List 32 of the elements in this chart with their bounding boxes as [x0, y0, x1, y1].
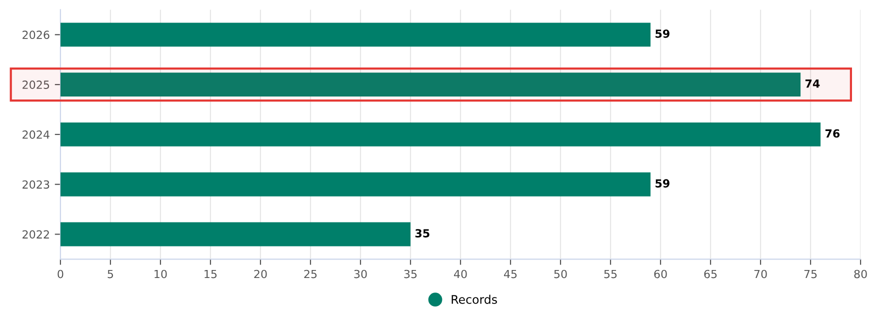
- x-tick-label: 0: [58, 270, 64, 278]
- x-tick-label: 35: [404, 270, 417, 278]
- x-tick-label: 55: [604, 270, 617, 278]
- x-tick-label: 75: [804, 270, 817, 278]
- x-tick-label: 40: [454, 270, 467, 278]
- bar: [60, 22, 651, 47]
- y-tick-label: 2024: [22, 130, 50, 139]
- data-label: 76: [825, 129, 840, 138]
- x-tick-label: 5: [108, 270, 114, 278]
- x-tick-label: 25: [304, 270, 317, 278]
- data-label: 59: [656, 179, 670, 188]
- x-tick-label: 65: [704, 270, 717, 278]
- x-tick-label: 60: [654, 270, 667, 278]
- data-label: 35: [415, 229, 430, 238]
- x-tick-label: 10: [154, 270, 167, 278]
- y-tick-label: 2022: [22, 230, 49, 239]
- x-tick-label: 15: [204, 270, 217, 278]
- x-tick-label: 20: [254, 270, 267, 278]
- x-tick-label: 50: [554, 270, 567, 278]
- y-tick-label: 2023: [22, 180, 50, 189]
- x-tick-label: 30: [354, 270, 367, 278]
- y-tick-label: 2025: [22, 80, 50, 89]
- data-label: 74: [805, 80, 820, 88]
- legend-label: Records: [452, 294, 497, 304]
- x-tick-label: 70: [754, 270, 767, 278]
- bar: [60, 122, 821, 146]
- x-tick-label: 45: [504, 270, 517, 278]
- bar: [60, 222, 410, 246]
- data-label: 59: [656, 30, 670, 38]
- x-tick-label: 80: [854, 270, 867, 278]
- y-tick-label: 2026: [22, 30, 50, 40]
- bar: [60, 172, 651, 196]
